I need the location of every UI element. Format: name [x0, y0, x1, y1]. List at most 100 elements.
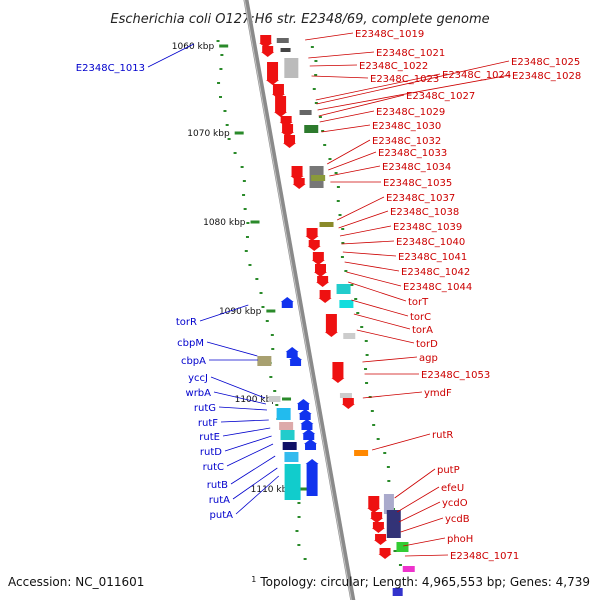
gene-label[interactable]: rutF	[198, 418, 218, 429]
gene-block	[319, 290, 331, 298]
gene-block-arrow	[374, 540, 388, 545]
leader-line	[353, 313, 411, 330]
gene-label[interactable]: E2348C_1032	[372, 136, 441, 147]
tick-mark	[234, 131, 244, 135]
gene-label[interactable]: E2348C_1021	[376, 48, 445, 59]
gene-label[interactable]: E2348C_1034	[382, 162, 451, 173]
gc-dot	[270, 334, 274, 336]
gene-label[interactable]: ymdF	[424, 388, 452, 399]
gc-dot	[259, 292, 263, 294]
gene-label[interactable]: E2348C_1030	[372, 121, 441, 132]
gene-block-forward	[286, 352, 298, 358]
gene-label[interactable]: torT	[408, 297, 429, 308]
gene-label[interactable]: E2348C_1042	[401, 267, 470, 278]
misc-feature	[396, 542, 409, 552]
gene-label[interactable]: rutC	[203, 462, 224, 473]
gene-label[interactable]: torR	[176, 317, 197, 328]
gene-label[interactable]: E2348C_1013	[76, 63, 145, 74]
gene-label[interactable]: ycdO	[442, 498, 468, 509]
leader-line	[351, 299, 409, 317]
gc-dot	[244, 250, 248, 252]
gene-label[interactable]: E2348C_1033	[378, 148, 447, 159]
gene-label[interactable]: E2348C_1038	[390, 207, 459, 218]
gc-dot	[255, 278, 259, 280]
gene-label[interactable]: E2348C_1071	[450, 551, 519, 562]
gc-dot	[344, 270, 348, 272]
gc-dot	[227, 138, 231, 140]
gene-label[interactable]: E2348C_1025	[511, 57, 580, 68]
gene-label[interactable]: E2348C_1039	[393, 222, 462, 233]
gene-label[interactable]: E2348C_1037	[386, 193, 455, 204]
gene-label[interactable]: torD	[416, 339, 438, 350]
gene-label[interactable]: yccJ	[188, 373, 208, 384]
leader-line	[147, 43, 195, 68]
gene-label[interactable]: E2348C_1022	[359, 61, 428, 72]
gene-label[interactable]: putA	[210, 510, 234, 521]
gc-dot	[314, 102, 318, 104]
gene-label[interactable]: rutD	[200, 447, 222, 458]
leader-line	[199, 304, 249, 322]
gene-label[interactable]: E2348C_1024	[442, 70, 511, 81]
gc-dot	[341, 228, 345, 230]
gc-dot	[386, 466, 390, 468]
misc-feature	[280, 430, 295, 440]
gene-label[interactable]: torA	[412, 325, 433, 336]
misc-feature	[257, 356, 272, 366]
gene-label[interactable]: agp	[419, 353, 438, 364]
gc-dot	[225, 124, 229, 126]
misc-feature	[279, 422, 294, 430]
gene-label[interactable]: rutR	[432, 430, 453, 441]
gene-label[interactable]: E2348C_1041	[398, 252, 467, 263]
gc-dot	[271, 348, 275, 350]
gene-label[interactable]: cbpM	[177, 338, 204, 349]
gene-label[interactable]: rutA	[209, 495, 230, 506]
gene-label[interactable]: ycdB	[445, 514, 470, 525]
gc-dot	[370, 410, 374, 412]
gene-label[interactable]: E2348C_1040	[396, 237, 465, 248]
gene-label[interactable]: E2348C_1044	[403, 282, 472, 293]
misc-feature	[299, 110, 312, 115]
gc-dot	[360, 326, 364, 328]
gene-label[interactable]: wrbA	[186, 388, 212, 399]
gene-label[interactable]: rutG	[194, 403, 216, 414]
gene-label[interactable]: E2348C_1028	[512, 71, 581, 82]
gc-dot	[312, 88, 316, 90]
gene-block	[282, 124, 294, 132]
gene-block	[379, 548, 391, 554]
gene-label[interactable]: E2348C_1035	[383, 178, 452, 189]
gc-dot	[303, 558, 307, 560]
gene-label[interactable]: E2348C_1029	[376, 107, 445, 118]
gene-label[interactable]: E2348C_1053	[421, 370, 490, 381]
leader-line	[326, 139, 371, 165]
misc-feature	[284, 464, 301, 500]
gene-label[interactable]: E2348C_1027	[406, 91, 475, 102]
gene-label[interactable]: E2348C_1023	[370, 74, 439, 85]
leader-line	[230, 455, 276, 485]
tick-mark	[282, 397, 292, 401]
gene-label[interactable]: putP	[437, 465, 460, 476]
gene-label[interactable]: rutB	[207, 480, 228, 491]
leader-line	[308, 51, 375, 59]
gene-block	[260, 35, 272, 43]
gene-label[interactable]: rutE	[199, 432, 220, 443]
gc-dot	[365, 354, 369, 356]
leader-line	[398, 501, 441, 523]
gene-label[interactable]: E2348C_1019	[355, 29, 424, 40]
leader-line	[348, 281, 407, 302]
gene-label[interactable]: phoH	[447, 534, 473, 545]
gc-dot	[265, 320, 269, 322]
leader-line	[329, 165, 381, 177]
misc-feature	[304, 125, 319, 133]
gc-dot	[350, 284, 354, 286]
gene-block-arrow	[307, 246, 321, 251]
gene-block-forward-arrow	[280, 297, 294, 302]
leader-line	[339, 225, 392, 237]
gene-label[interactable]: efeU	[441, 483, 464, 494]
gene-block-forward-arrow	[302, 429, 316, 434]
gc-dot	[240, 166, 244, 168]
gene-block-arrow	[370, 518, 384, 523]
gene-label[interactable]: cbpA	[181, 356, 206, 367]
gc-dot	[356, 312, 360, 314]
gene-label[interactable]: torC	[410, 312, 431, 323]
gene-block	[291, 166, 303, 176]
